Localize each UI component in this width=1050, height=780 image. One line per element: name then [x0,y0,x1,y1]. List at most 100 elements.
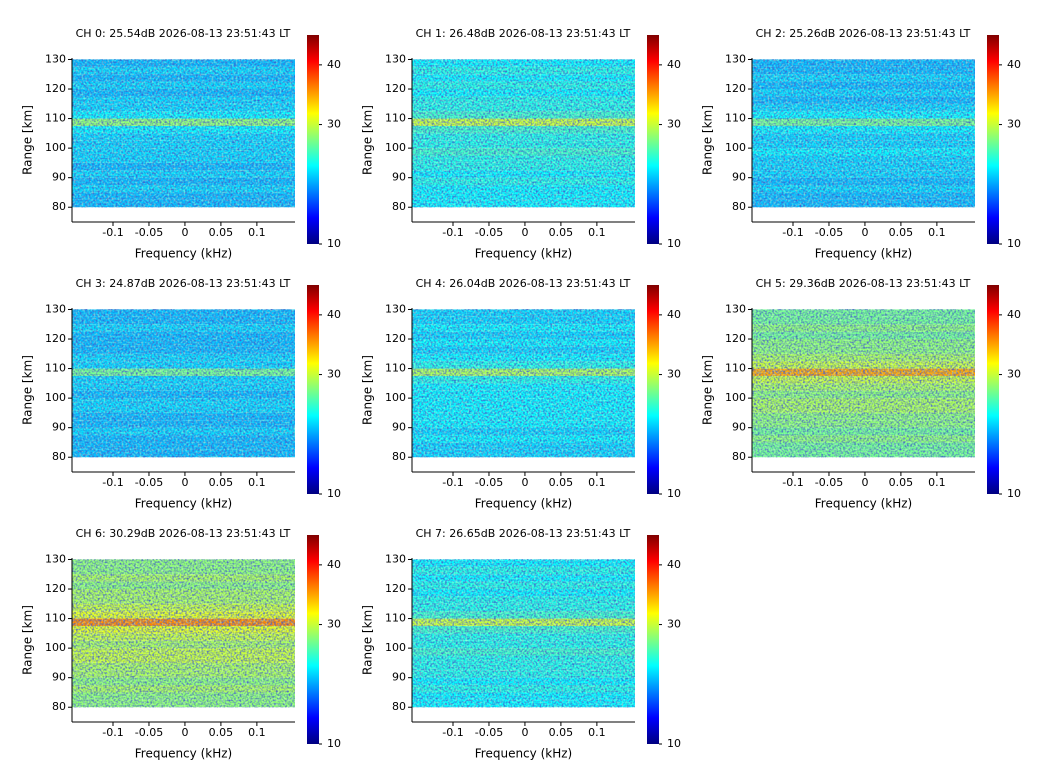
y-tick-label: 80 [52,200,66,213]
y-tick-label: 110 [45,112,66,125]
colorbar-tick-label: 30 [327,368,341,381]
x-tick-label: 0.1 [588,226,606,239]
x-tick-label: -0.05 [135,226,163,239]
y-axis-label: Range [km] [361,605,375,675]
colorbar-tick-label: 10 [667,737,681,750]
x-tick-label: -0.1 [782,226,803,239]
y-tick-label: 120 [385,332,406,345]
colorbar-tick-label: 40 [667,558,681,571]
panel-title: CH 5: 29.36dB 2026-08-13 23:51:43 LT [756,277,971,290]
panel-title: CH 7: 26.65dB 2026-08-13 23:51:43 LT [416,527,631,540]
y-tick-label: 130 [385,302,406,315]
y-tick-label: 130 [45,52,66,65]
x-tick-label: 0 [521,726,528,739]
y-tick-label: 80 [392,700,406,713]
y-tick-label: 120 [725,332,746,345]
y-tick-label: 80 [732,450,746,463]
x-tick-label: 0 [861,226,868,239]
colorbar [307,35,319,244]
speckle [412,559,635,708]
x-tick-label: 0 [521,476,528,489]
x-axis-label: Frequency (kHz) [475,497,572,511]
x-tick-label: -0.1 [442,726,463,739]
panel-title: CH 4: 26.04dB 2026-08-13 23:51:43 LT [416,277,631,290]
y-tick-label: 110 [385,362,406,375]
colorbar-tick-label: 40 [327,558,341,571]
colorbar-tick-label: 30 [327,618,341,631]
y-axis-label: Range [km] [21,355,35,425]
x-tick-label: 0 [861,476,868,489]
x-tick-label: 0.05 [209,476,234,489]
x-tick-label: 0.1 [588,726,606,739]
y-tick-label: 80 [732,200,746,213]
y-tick-label: 110 [45,362,66,375]
x-tick-label: 0.1 [248,726,266,739]
x-tick-label: -0.05 [475,726,503,739]
y-tick-label: 120 [725,82,746,95]
x-tick-label: -0.05 [815,226,843,239]
panel: CH 0: 25.54dB 2026-08-13 23:51:43 LT -0.1… [21,27,342,261]
y-tick-label: 100 [385,391,406,404]
x-axis-label: Frequency (kHz) [135,247,232,261]
colorbar [307,535,319,744]
y-tick-label: 130 [725,52,746,65]
x-tick-label: -0.1 [102,226,123,239]
x-tick-label: 0 [521,226,528,239]
y-tick-label: 90 [52,671,66,684]
panel: CH 4: 26.04dB 2026-08-13 23:51:43 LT -0.1… [361,277,682,511]
x-axis-label: Frequency (kHz) [475,247,572,261]
colorbar [647,535,659,744]
colorbar [987,35,999,244]
x-tick-label: 0.05 [889,476,914,489]
y-tick-label: 100 [385,641,406,654]
colorbar-tick-label: 40 [327,308,341,321]
panel-title: CH 2: 25.26dB 2026-08-13 23:51:43 LT [756,27,971,40]
y-tick-label: 90 [392,671,406,684]
colorbar-tick-label: 10 [327,237,341,250]
y-axis-label: Range [km] [701,355,715,425]
colorbar-tick-label: 30 [1007,118,1021,131]
panel: CH 6: 30.29dB 2026-08-13 23:51:43 LT -0.1… [21,527,342,761]
colorbar [647,285,659,494]
colorbar-tick-label: 10 [327,737,341,750]
x-tick-label: 0.1 [248,226,266,239]
colorbar-tick-label: 30 [667,368,681,381]
colorbar-tick-label: 30 [1007,368,1021,381]
x-axis-label: Frequency (kHz) [815,497,912,511]
y-tick-label: 100 [45,141,66,154]
x-tick-label: 0 [181,226,188,239]
y-tick-label: 130 [385,52,406,65]
x-axis-label: Frequency (kHz) [135,747,232,761]
y-tick-label: 80 [392,200,406,213]
colorbar-tick-label: 40 [327,58,341,71]
x-tick-label: -0.1 [442,226,463,239]
y-tick-label: 110 [385,612,406,625]
x-tick-label: 0.05 [549,476,574,489]
y-tick-label: 110 [385,112,406,125]
x-tick-label: 0.05 [209,726,234,739]
x-tick-label: -0.05 [135,726,163,739]
x-tick-label: 0.05 [889,226,914,239]
y-tick-label: 80 [52,450,66,463]
x-axis-label: Frequency (kHz) [815,247,912,261]
colorbar-tick-label: 10 [327,487,341,500]
y-axis-label: Range [km] [361,355,375,425]
speckle [72,559,295,708]
speckle [752,59,975,208]
y-tick-label: 100 [385,141,406,154]
panel: CH 1: 26.48dB 2026-08-13 23:51:43 LT -0.1… [361,27,682,261]
x-tick-label: -0.1 [102,476,123,489]
speckle [412,59,635,208]
panel: CH 5: 29.36dB 2026-08-13 23:51:43 LT -0.1… [701,277,1022,511]
panel-title: CH 0: 25.54dB 2026-08-13 23:51:43 LT [76,27,291,40]
y-tick-label: 100 [725,391,746,404]
colorbar-tick-label: 40 [1007,308,1021,321]
x-tick-label: -0.05 [135,476,163,489]
x-tick-label: 0 [181,476,188,489]
y-tick-label: 100 [45,641,66,654]
x-tick-label: 0.05 [549,726,574,739]
x-axis-label: Frequency (kHz) [135,497,232,511]
y-tick-label: 120 [385,582,406,595]
y-tick-label: 130 [45,302,66,315]
colorbar [647,35,659,244]
